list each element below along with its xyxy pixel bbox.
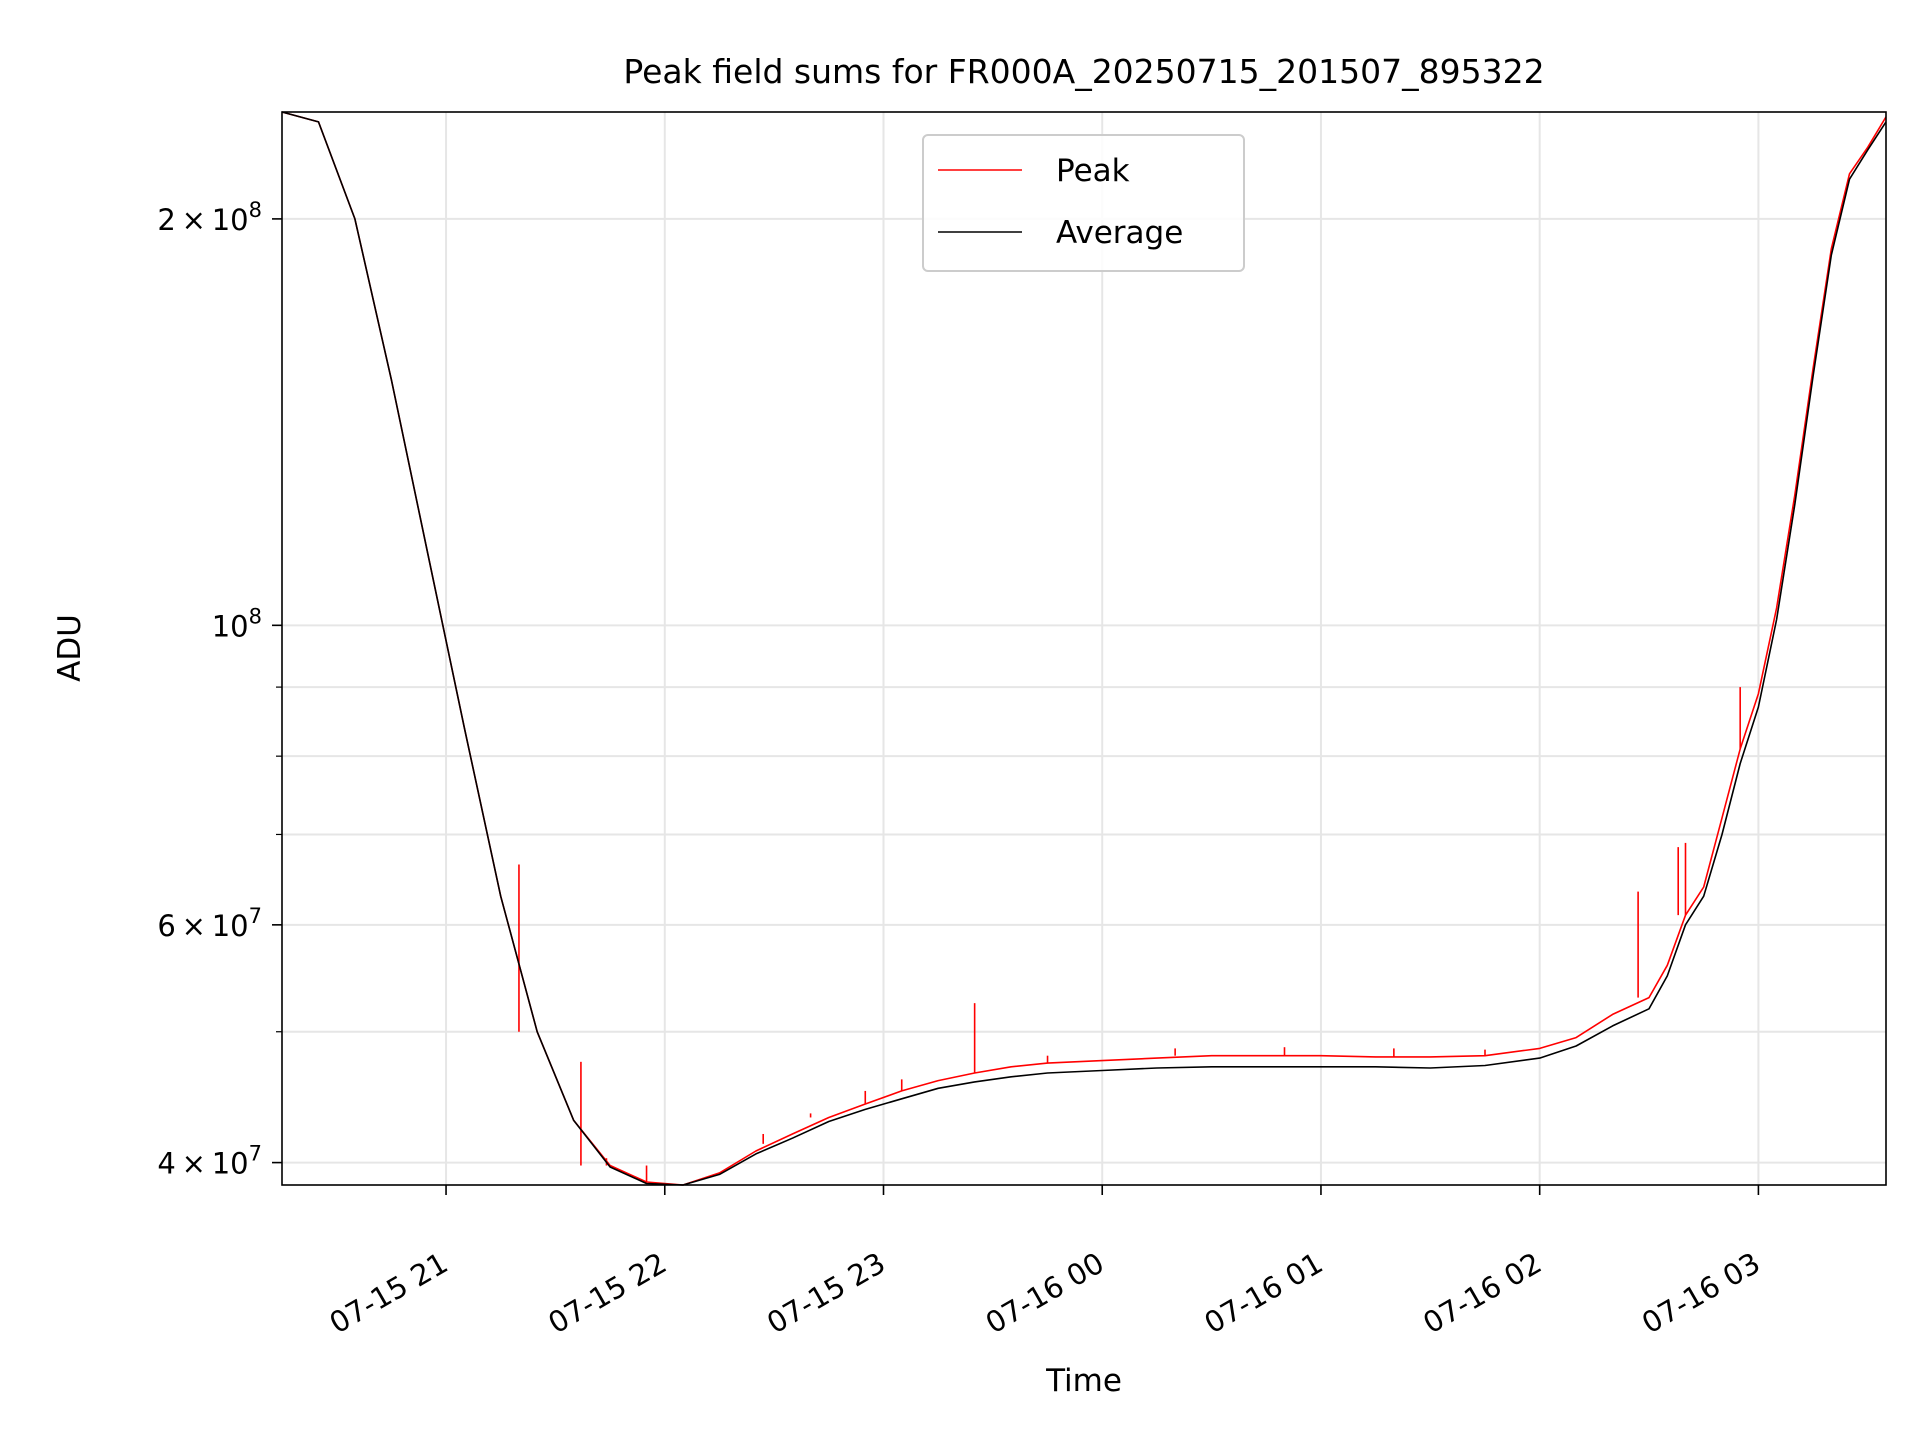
x-tick-label: 07-16 01 bbox=[1199, 1246, 1329, 1341]
legend-label-average: Average bbox=[1056, 215, 1183, 251]
series-line-average bbox=[281, 111, 1887, 1186]
y-tick-label: 108 bbox=[212, 604, 262, 643]
series-line-peak bbox=[281, 111, 1887, 1186]
x-tick-label: 07-16 02 bbox=[1417, 1246, 1547, 1341]
legend-label-peak: Peak bbox=[1056, 153, 1130, 189]
legend: Peak Average bbox=[922, 134, 1245, 272]
chart-title: Peak field sums for FR000A_20250715_2015… bbox=[623, 52, 1544, 91]
plot-frame bbox=[281, 111, 1887, 1186]
x-tick-label: 07-15 21 bbox=[324, 1246, 454, 1341]
x-tick-label: 07-16 00 bbox=[980, 1246, 1110, 1341]
grid bbox=[282, 112, 1886, 1185]
y-tick-label: 2 × 108 bbox=[157, 198, 262, 237]
x-tick-label: 07-15 22 bbox=[542, 1246, 672, 1341]
legend-box bbox=[922, 134, 1245, 272]
x-tick-label: 07-15 23 bbox=[761, 1246, 891, 1341]
x-axis-label: Time bbox=[1045, 1363, 1122, 1399]
y-tick-label: 6 × 107 bbox=[157, 904, 262, 943]
x-tick-label: 07-16 03 bbox=[1636, 1246, 1766, 1341]
y-tick-label: 4 × 107 bbox=[157, 1142, 262, 1181]
y-axis: 4 × 107 6 × 107 108 2 × 108 bbox=[157, 198, 282, 1181]
y-axis-label: ADU bbox=[52, 614, 88, 682]
plot-lines bbox=[281, 111, 1887, 1186]
x-axis: 07-15 21 07-15 22 07-15 23 07-16 00 07-16 01… bbox=[324, 1185, 1766, 1340]
